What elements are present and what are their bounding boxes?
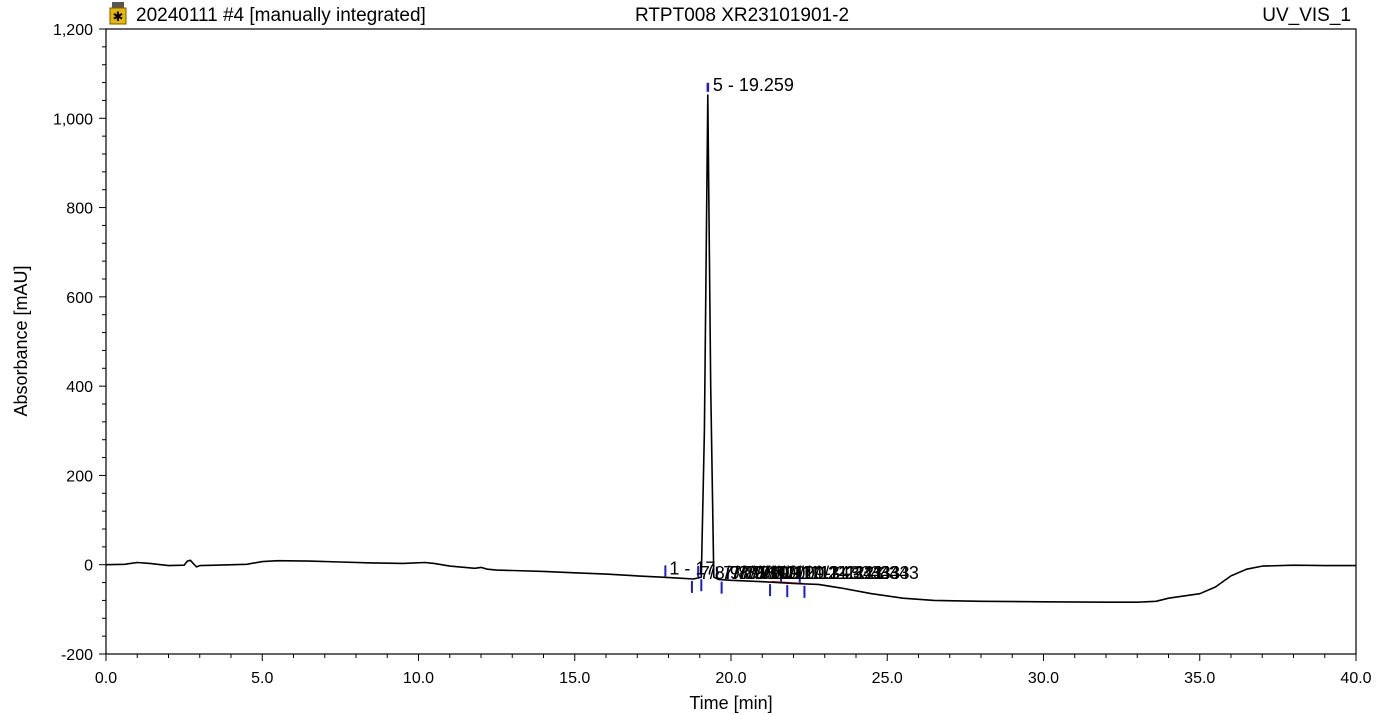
x-tick-label: 35.0	[1184, 670, 1215, 687]
y-tick-label: 800	[66, 201, 93, 218]
peak-label-overlap: 7/8/9/10/11 - 21.343	[740, 563, 900, 583]
peak-markers	[664, 82, 806, 598]
trace-line	[105, 94, 1356, 603]
peak-label-overlap: 7/8/9/10/11 - 21.343	[750, 563, 910, 583]
x-tick-label: 0.0	[95, 670, 117, 687]
svg-text:✱: ✱	[113, 9, 124, 24]
x-tick-label: 25.0	[872, 670, 903, 687]
y-tick-label: 1,200	[53, 22, 93, 39]
peak-label-main: 5 - 19.259	[713, 75, 794, 95]
x-tick-label: 40.0	[1340, 670, 1371, 687]
x-axis-title: Time [min]	[689, 693, 772, 713]
y-axis-title: Absorbance [mAU]	[11, 265, 31, 416]
y-tick-label: 400	[66, 379, 93, 396]
sample-name: 20240111 #4 [manually integrated]	[136, 5, 426, 26]
y-tick-label: 600	[66, 290, 93, 307]
peak-label-overlap: 7/8/9/10/11 - 21.343	[723, 563, 883, 583]
x-tick-label: 30.0	[1028, 670, 1059, 687]
chromatogram-trace	[105, 94, 1356, 603]
project-title: RTPT008 XR23101901-2	[635, 5, 849, 26]
peak-label-overlap: 7/8/9/10/11 - 21.343	[731, 563, 891, 583]
x-tick-label: 5.0	[251, 670, 273, 687]
y-tick-label: -200	[61, 647, 93, 664]
sample-vial-icon: ✱	[109, 2, 127, 25]
peak-label-minor: 1 - 17.	[669, 559, 720, 579]
peak-label-overlap: 7/8/9/10/11 - 21.343	[700, 563, 860, 583]
y-tick-label: 1,000	[53, 111, 93, 128]
axis-ticks: 0.0 5.0 10.0 15.0 20.0 25.0 30.0 35.0 40.0 -200 0 2…	[53, 22, 1372, 687]
y-tick-label: 200	[66, 468, 93, 485]
channel-name: UV_VIS_1	[1262, 5, 1351, 26]
y-tick-label: 0	[84, 558, 93, 575]
peak-label-overlap: 7/8/9/10/11 - 21.343	[759, 563, 919, 583]
x-tick-label: 15.0	[559, 670, 590, 687]
x-tick-label: 20.0	[715, 670, 746, 687]
x-tick-label: 10.0	[403, 670, 434, 687]
